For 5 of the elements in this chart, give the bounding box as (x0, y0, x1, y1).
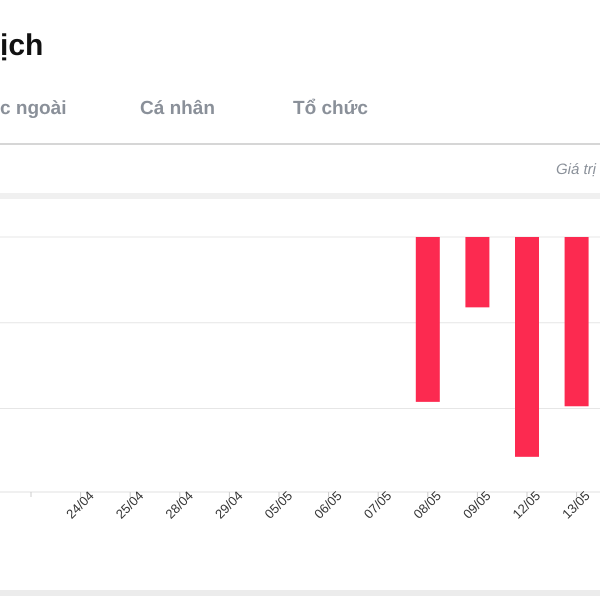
text: Cá nhân (140, 98, 215, 119)
text: Tổ chức (293, 98, 368, 119)
text: Giá trị (556, 161, 597, 178)
chart-title: ịch (0, 29, 44, 62)
text: c ngoài (0, 98, 67, 119)
